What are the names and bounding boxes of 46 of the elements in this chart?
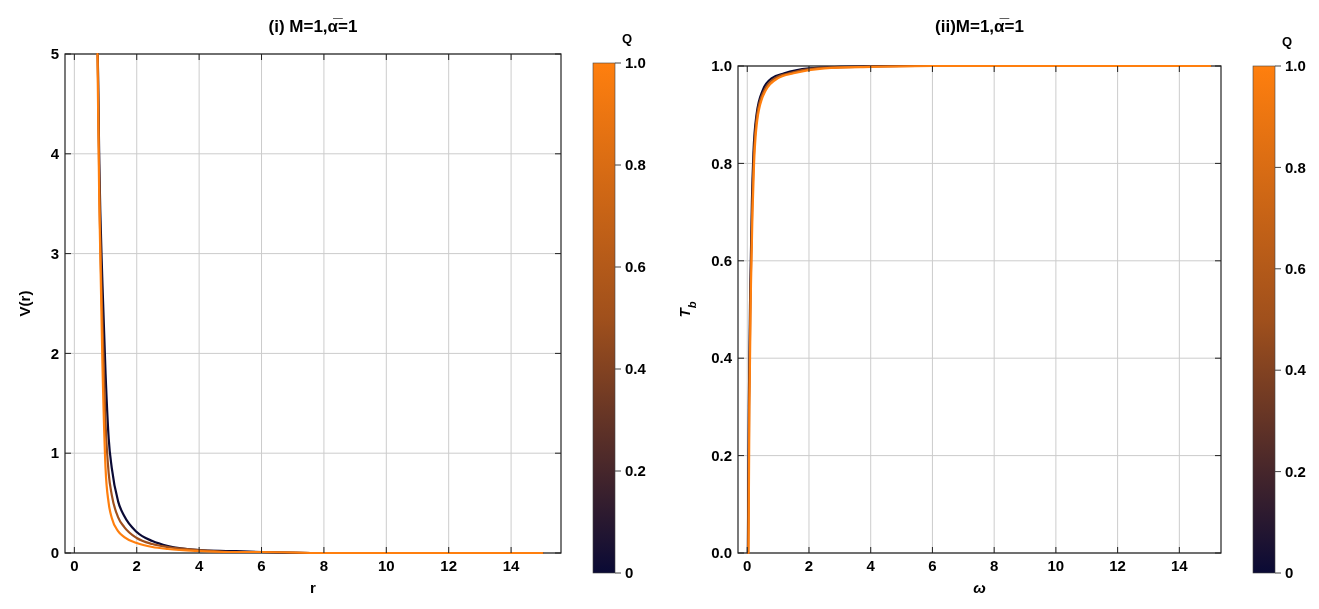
x-axis-title: r	[310, 579, 317, 596]
x-tick-label: 10	[377, 557, 395, 574]
color-bar-label: 0.2	[625, 462, 646, 480]
color-bar-title: Q	[621, 31, 633, 46]
y-tick-label: 1	[50, 444, 59, 462]
x-tick-label: 14	[1170, 557, 1189, 574]
x-tick-label: 0	[70, 557, 79, 574]
color-bar-label: 1.0	[625, 54, 646, 72]
color-bar-label: 0.8	[1285, 158, 1306, 176]
chart-title: (i) M=1,α̅=1	[268, 17, 358, 36]
y-tick-label: 2	[50, 344, 59, 362]
x-axis-title: ω	[973, 579, 987, 596]
x-tick-label: 8	[319, 557, 329, 574]
x-tick-label: 0	[743, 557, 752, 574]
color-bar-label: 0.4	[1285, 361, 1307, 379]
y-tick-label: 0	[50, 544, 59, 562]
chart-title: (ii)M=1,α̅=1	[935, 17, 1024, 36]
color-bar-label: 0.6	[625, 258, 646, 276]
x-tick-label: 12	[1109, 557, 1126, 574]
y-tick-label: 5	[50, 45, 59, 63]
x-tick-label: 4	[194, 557, 204, 574]
line-series	[96, 52, 544, 555]
x-tick-label: 2	[132, 557, 141, 574]
x-tick-label: 6	[257, 557, 266, 574]
color-bar-label: 0.6	[1285, 260, 1306, 278]
y-tick-label: 0.2	[711, 446, 732, 464]
y-tick-label: 1.0	[711, 57, 732, 75]
x-tick-label: 4	[866, 557, 876, 574]
x-tick-label: 2	[804, 557, 814, 574]
y-tick-label: 0.6	[711, 252, 732, 270]
color-bar-label: 0.4	[625, 360, 647, 378]
x-tick-label: 8	[989, 557, 999, 574]
x-tick-label: 6	[928, 557, 937, 574]
x-tick-label: 10	[1047, 557, 1065, 574]
y-tick-label: 0.4	[711, 349, 733, 367]
color-bar-label: 0.8	[625, 156, 646, 174]
color-bar-title: Q	[1281, 34, 1293, 49]
y-axis-title: V(r)	[16, 290, 33, 317]
color-bar-label: 1.0	[1285, 57, 1306, 75]
x-tick-label: 12	[440, 557, 458, 574]
y-tick-label: 4	[50, 145, 60, 163]
color-bar-label: 0.2	[1285, 462, 1306, 480]
y-tick-label: 0.8	[711, 154, 732, 172]
x-tick-label: 14	[502, 557, 521, 574]
y-tick-label: 3	[50, 244, 59, 262]
y-tick-label: 0.0	[711, 544, 732, 562]
